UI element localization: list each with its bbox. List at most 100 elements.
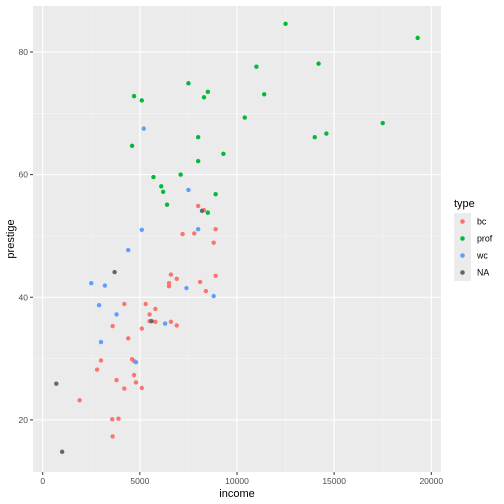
point-wc (126, 247, 131, 253)
point-bc (203, 288, 209, 294)
point-wc (98, 339, 104, 345)
point-bc (110, 434, 115, 439)
x-axis: 0 5000 10000 15000 20000 (40, 472, 443, 486)
point-prof (164, 202, 170, 207)
point-na (149, 318, 154, 324)
x-axis-title: income (219, 488, 254, 500)
point-bc (166, 280, 172, 286)
point-bc (168, 272, 174, 277)
y-tick-label: 20 (19, 415, 29, 425)
point-bc (131, 372, 137, 378)
point-bc (180, 231, 185, 237)
legend: type bc prof wc NA (454, 198, 493, 281)
point-prof (178, 172, 183, 177)
point-bc (126, 336, 131, 341)
point-prof (262, 92, 267, 97)
point-bc (153, 319, 158, 324)
y-tick-label: 40 (19, 292, 29, 302)
point-bc (213, 273, 218, 278)
legend-label-bc: bc (477, 217, 487, 227)
legend-key-wc (460, 253, 465, 258)
point-bc (166, 284, 172, 289)
point-prof (205, 89, 211, 95)
legend-key-prof (460, 236, 465, 241)
point-bc (168, 319, 174, 324)
point-prof (195, 135, 201, 140)
point-na (59, 449, 65, 454)
point-wc (211, 293, 216, 299)
point-bc (116, 416, 121, 421)
legend-label-wc: wc (476, 251, 488, 261)
point-na (54, 381, 59, 386)
point-bc (122, 301, 127, 307)
point-wc (195, 226, 201, 232)
point-bc (153, 306, 158, 312)
point-wc (133, 360, 139, 365)
data-points (54, 21, 420, 454)
point-bc (110, 323, 115, 329)
point-bc (98, 358, 104, 363)
point-prof (242, 115, 247, 120)
point-prof (139, 98, 144, 103)
x-tick-label: 5000 (130, 476, 149, 486)
point-wc (162, 321, 168, 326)
point-prof (316, 61, 321, 66)
y-axis: 20 40 60 80 (19, 47, 33, 425)
point-bc (211, 240, 216, 245)
legend-key-na (460, 270, 465, 275)
y-axis-title: prestige (5, 219, 17, 258)
point-wc (184, 285, 189, 291)
point-prof (324, 131, 329, 136)
point-wc (186, 187, 191, 193)
point-prof (380, 120, 385, 126)
point-bc (174, 323, 179, 328)
point-prof (195, 158, 201, 164)
point-bc (110, 417, 115, 422)
point-prof (312, 135, 317, 140)
point-wc (96, 303, 102, 308)
point-prof (186, 81, 191, 86)
point-bc (133, 380, 139, 385)
legend-label-na: NA (477, 268, 489, 278)
grid-major (33, 6, 441, 472)
point-bc (122, 386, 127, 391)
point-bc (192, 231, 197, 236)
point-bc (94, 367, 100, 372)
point-prof (221, 151, 226, 156)
point-prof (283, 21, 288, 26)
point-wc (139, 227, 144, 233)
point-bc (77, 398, 82, 403)
point-bc (147, 312, 152, 317)
legend-key-bc (460, 219, 465, 224)
x-tick-label: 10000 (225, 476, 249, 486)
point-bc (143, 301, 148, 307)
point-prof (131, 93, 137, 99)
point-na (112, 269, 117, 275)
point-na (199, 208, 205, 213)
point-prof (160, 189, 166, 194)
point-prof (129, 143, 135, 148)
point-wc (89, 280, 94, 286)
legend-label-prof: prof (477, 234, 493, 244)
point-prof (201, 95, 207, 100)
y-tick-label: 60 (19, 170, 29, 180)
point-prof (159, 184, 164, 189)
point-bc (197, 279, 203, 285)
x-tick-label: 20000 (419, 476, 443, 486)
point-prof (151, 174, 156, 180)
point-wc (102, 283, 108, 288)
point-wc (141, 126, 146, 131)
point-prof (213, 192, 218, 197)
point-wc (114, 312, 119, 317)
point-bc (114, 377, 119, 383)
point-bc (213, 226, 218, 232)
x-tick-label: 15000 (322, 476, 346, 486)
legend-title: type (454, 198, 475, 210)
y-tick-label: 80 (19, 47, 29, 57)
point-bc (195, 203, 201, 209)
x-tick-label: 0 (40, 476, 45, 486)
point-prof (254, 64, 259, 69)
point-bc (174, 276, 179, 282)
point-prof (205, 210, 211, 215)
